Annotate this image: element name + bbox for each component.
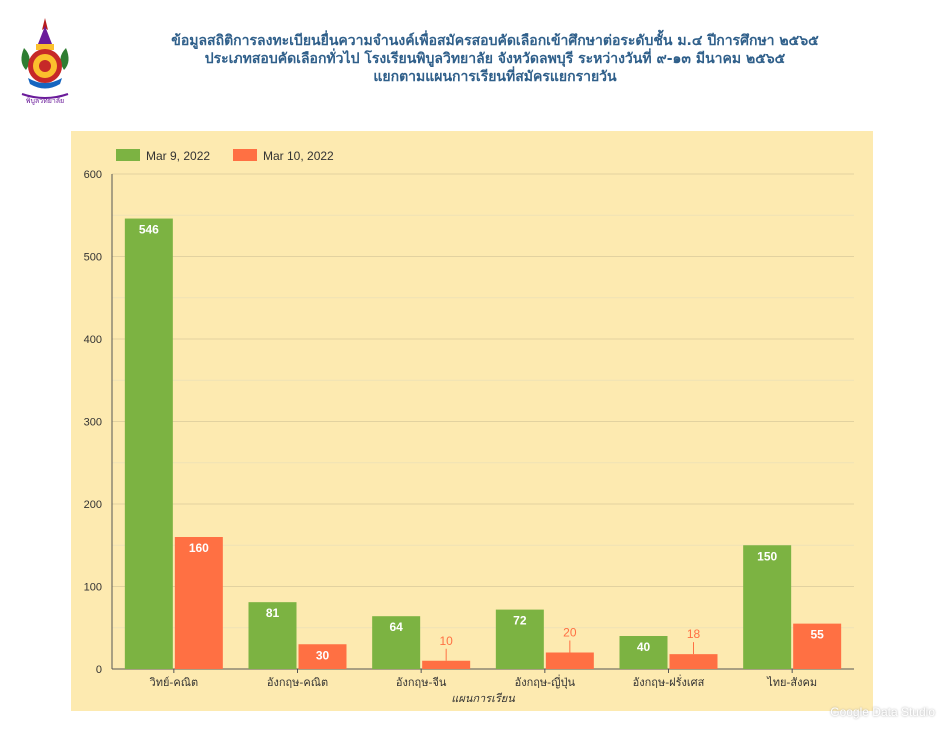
page-title: ข้อมูลสถิติการลงทะเบียนยื่นความจำนงค์เพื… — [95, 32, 895, 86]
x-tick-label: อังกฤษ-ญี่ปุ่น — [515, 674, 576, 689]
bar-series1 — [124, 218, 173, 670]
bar-series2 — [298, 644, 347, 669]
school-emblem-icon: พิบูลวิทยาลัย — [21, 18, 69, 105]
bar-chart: 0 100 200 300 400 500 600 546 160 วิทย์-คณิต 81 30 อ… — [84, 149, 854, 705]
y-tick-label: 600 — [84, 169, 102, 181]
y-tick-label: 100 — [84, 582, 102, 594]
x-axis-title: แผนการเรียน — [451, 692, 515, 705]
google-data-studio-watermark: Google Data Studio — [830, 705, 935, 719]
bar-series2 — [669, 654, 718, 669]
x-tick-label: ไทย-สังคม — [766, 676, 817, 689]
y-tick-label: 300 — [84, 417, 102, 429]
legend-label: Mar 10, 2022 — [263, 149, 334, 163]
bar-series1 — [619, 636, 668, 669]
data-label: 546 — [139, 223, 159, 237]
bar-series1 — [495, 609, 544, 669]
data-label: 40 — [637, 640, 651, 654]
legend-label: Mar 9, 2022 — [146, 149, 210, 163]
logo-text: พิบูลวิทยาลัย — [26, 97, 64, 105]
bar-series1 — [248, 602, 297, 669]
y-tick-label: 400 — [84, 334, 102, 346]
data-label: 55 — [810, 628, 824, 642]
y-tick-label: 200 — [84, 499, 102, 511]
data-label: 150 — [757, 549, 777, 563]
x-tick-label: อังกฤษ-จีน — [396, 676, 447, 689]
data-label: 72 — [513, 614, 527, 628]
data-label: 18 — [687, 627, 701, 641]
x-tick-label: อังกฤษ-ฝรั่งเศส — [633, 674, 705, 689]
x-tick-label: วิทย์-คณิต — [149, 676, 198, 689]
bar-series2 — [422, 660, 471, 669]
legend-swatch — [233, 149, 257, 161]
data-label: 30 — [316, 648, 330, 662]
x-tick-label: อังกฤษ-คณิต — [267, 676, 328, 689]
title-line-2: ประเภทสอบคัดเลือกทั่วไป โรงเรียนพิบูลวิท… — [204, 51, 786, 67]
bar-series2 — [545, 652, 594, 669]
data-label: 81 — [266, 606, 280, 620]
bar-series2 — [793, 623, 842, 669]
y-tick-label: 0 — [96, 664, 102, 676]
data-label: 20 — [563, 626, 577, 640]
bar-series1 — [372, 616, 421, 669]
data-label: 160 — [189, 541, 209, 555]
school-logo: พิบูลวิทยาลัย — [14, 14, 76, 106]
data-label: 64 — [389, 620, 403, 634]
title-line-3: แยกตามแผนการเรียนที่สมัครแยกรายวัน — [373, 69, 617, 85]
chart-panel: 0 100 200 300 400 500 600 546 160 วิทย์-คณิต 81 30 อ… — [71, 131, 873, 711]
bar-series2 — [174, 537, 223, 669]
title-line-1: ข้อมูลสถิติการลงทะเบียนยื่นความจำนงค์เพื… — [171, 33, 819, 49]
legend-swatch — [116, 149, 140, 161]
bar-series1 — [743, 545, 792, 669]
y-tick-label: 500 — [84, 252, 102, 264]
data-label: 10 — [439, 634, 453, 648]
